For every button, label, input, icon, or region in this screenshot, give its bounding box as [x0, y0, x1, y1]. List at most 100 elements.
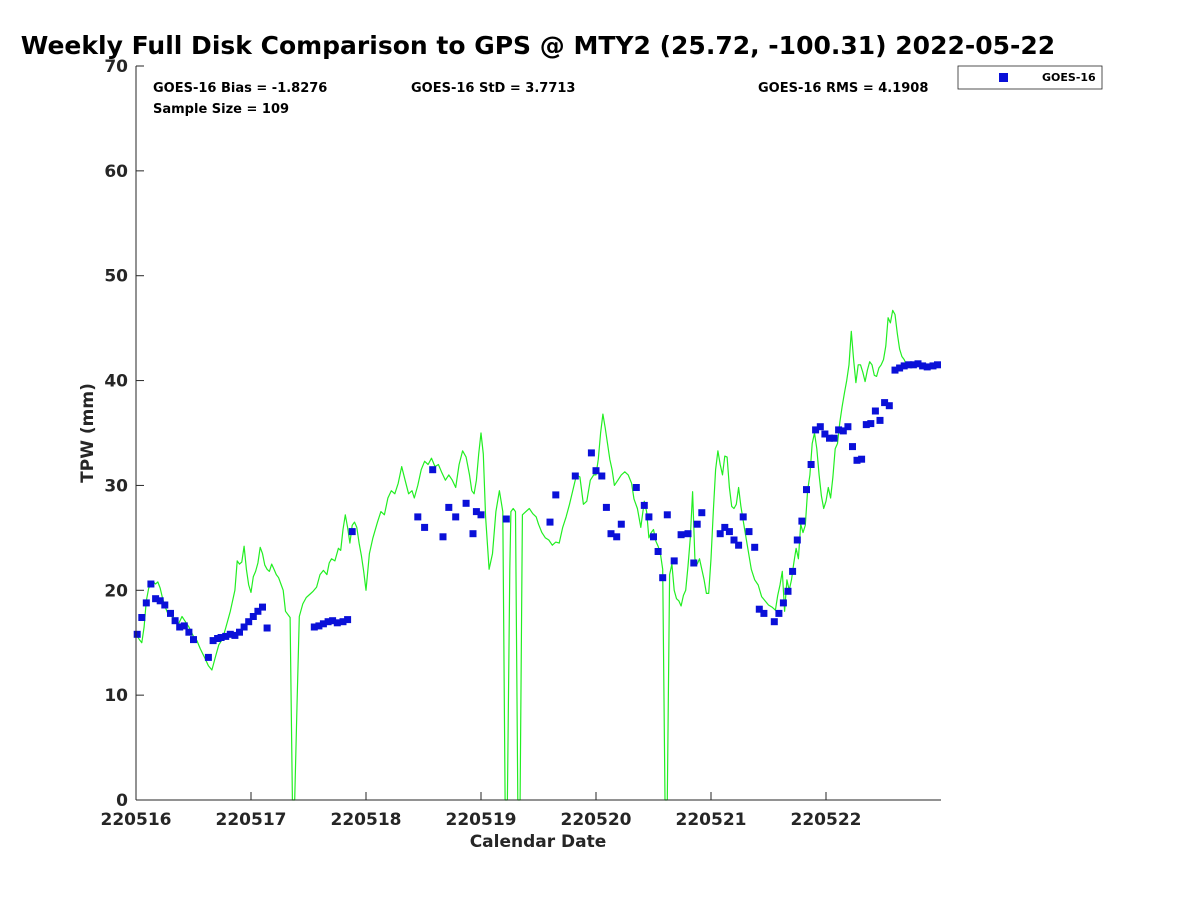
goes-point [885, 402, 893, 410]
goes-point [236, 628, 243, 636]
goes-point [670, 557, 678, 565]
goes-point [613, 533, 621, 541]
goes-point [152, 595, 160, 603]
stat-bias: GOES-16 Bias = -1.8276 [153, 81, 327, 96]
goes-point [867, 420, 875, 428]
goes-point [571, 472, 579, 480]
x-tick-label: 220516 [101, 810, 172, 830]
goes-point [324, 618, 332, 626]
goes-point [156, 597, 164, 605]
goes-point [632, 484, 640, 491]
axes [135, 66, 941, 801]
goes-point [677, 531, 685, 539]
y-axis-ticks: 0 10 20 30 40 50 60 70 [104, 57, 144, 811]
goes-point [502, 515, 510, 523]
goes-point [602, 503, 610, 511]
goes-point [226, 630, 234, 638]
goes-point [645, 513, 653, 521]
goes-point [249, 613, 257, 620]
goes-point [133, 630, 141, 638]
goes-point [546, 518, 554, 526]
goes-point [929, 362, 937, 370]
stat-rms: GOES-16 RMS = 4.1908 [758, 81, 928, 96]
goes-point [161, 601, 169, 609]
goes-point [650, 533, 657, 541]
goes-point [698, 509, 706, 517]
goes-point [923, 363, 931, 371]
goes-point [934, 361, 941, 369]
goes-point [690, 559, 698, 567]
goes-point [254, 607, 262, 615]
goes-point [807, 461, 815, 468]
goes-point [209, 637, 217, 645]
goes-point [439, 533, 447, 541]
goes-point [231, 631, 239, 639]
goes-point [881, 399, 889, 407]
goes-point [853, 456, 861, 464]
goes-point [222, 632, 230, 640]
x-tick-label: 220521 [676, 810, 747, 830]
goes-point [735, 541, 743, 549]
goes-point [721, 523, 729, 531]
goes-point [730, 536, 738, 544]
goes-point [339, 618, 347, 626]
goes-point [472, 508, 480, 516]
goes-point [180, 622, 188, 630]
goes-point [185, 628, 193, 636]
goes-point [919, 362, 927, 370]
goes-point [204, 653, 212, 661]
x-tick-label: 220520 [561, 810, 632, 830]
goes-point [803, 486, 810, 494]
goes-point [751, 543, 759, 551]
goes-point [784, 587, 792, 595]
goes-point [348, 528, 356, 536]
goes-point [617, 520, 625, 528]
goes-point [839, 427, 847, 435]
goes-point [862, 421, 870, 429]
goes-point [826, 434, 833, 442]
goes-point [429, 466, 437, 474]
gps-series-line [135, 309, 908, 801]
goes-point [812, 426, 820, 434]
goes-point [319, 620, 327, 628]
x-tick-label: 220517 [216, 810, 287, 830]
goes-point [816, 423, 824, 431]
y-tick-label: 40 [104, 372, 128, 392]
goes-point [905, 361, 913, 369]
x-tick-label: 220518 [331, 810, 402, 830]
goes-point [587, 449, 595, 457]
goes-point [245, 618, 253, 626]
goes-point [421, 523, 429, 531]
goes-point [830, 434, 838, 442]
legend-marker-goes [999, 73, 1008, 82]
goes-point [552, 491, 560, 499]
goes-point [858, 455, 866, 463]
gps-series [135, 309, 908, 801]
y-tick-label: 60 [104, 162, 128, 182]
goes-point [755, 605, 763, 613]
goes-point [147, 580, 155, 588]
goes-point [315, 622, 323, 630]
goes-point [171, 617, 179, 625]
goes-point [310, 623, 318, 631]
goes-point [684, 530, 692, 538]
plot-area [136, 66, 941, 800]
goes-point [598, 472, 606, 480]
goes-point [138, 614, 146, 621]
goes-point [654, 548, 662, 555]
goes-point [333, 619, 341, 627]
goes-series [133, 360, 941, 661]
goes-point [789, 567, 797, 575]
goes-point [716, 530, 724, 538]
y-tick-label: 50 [104, 267, 128, 287]
goes-point [607, 530, 615, 538]
goes-point [739, 513, 747, 521]
goes-point [900, 362, 908, 370]
goes-point [909, 361, 917, 369]
goes-point [693, 520, 701, 528]
x-axis-label: Calendar Date [470, 832, 607, 852]
goes-point [770, 618, 778, 626]
goes-point [263, 624, 271, 632]
goes-point [462, 499, 470, 507]
